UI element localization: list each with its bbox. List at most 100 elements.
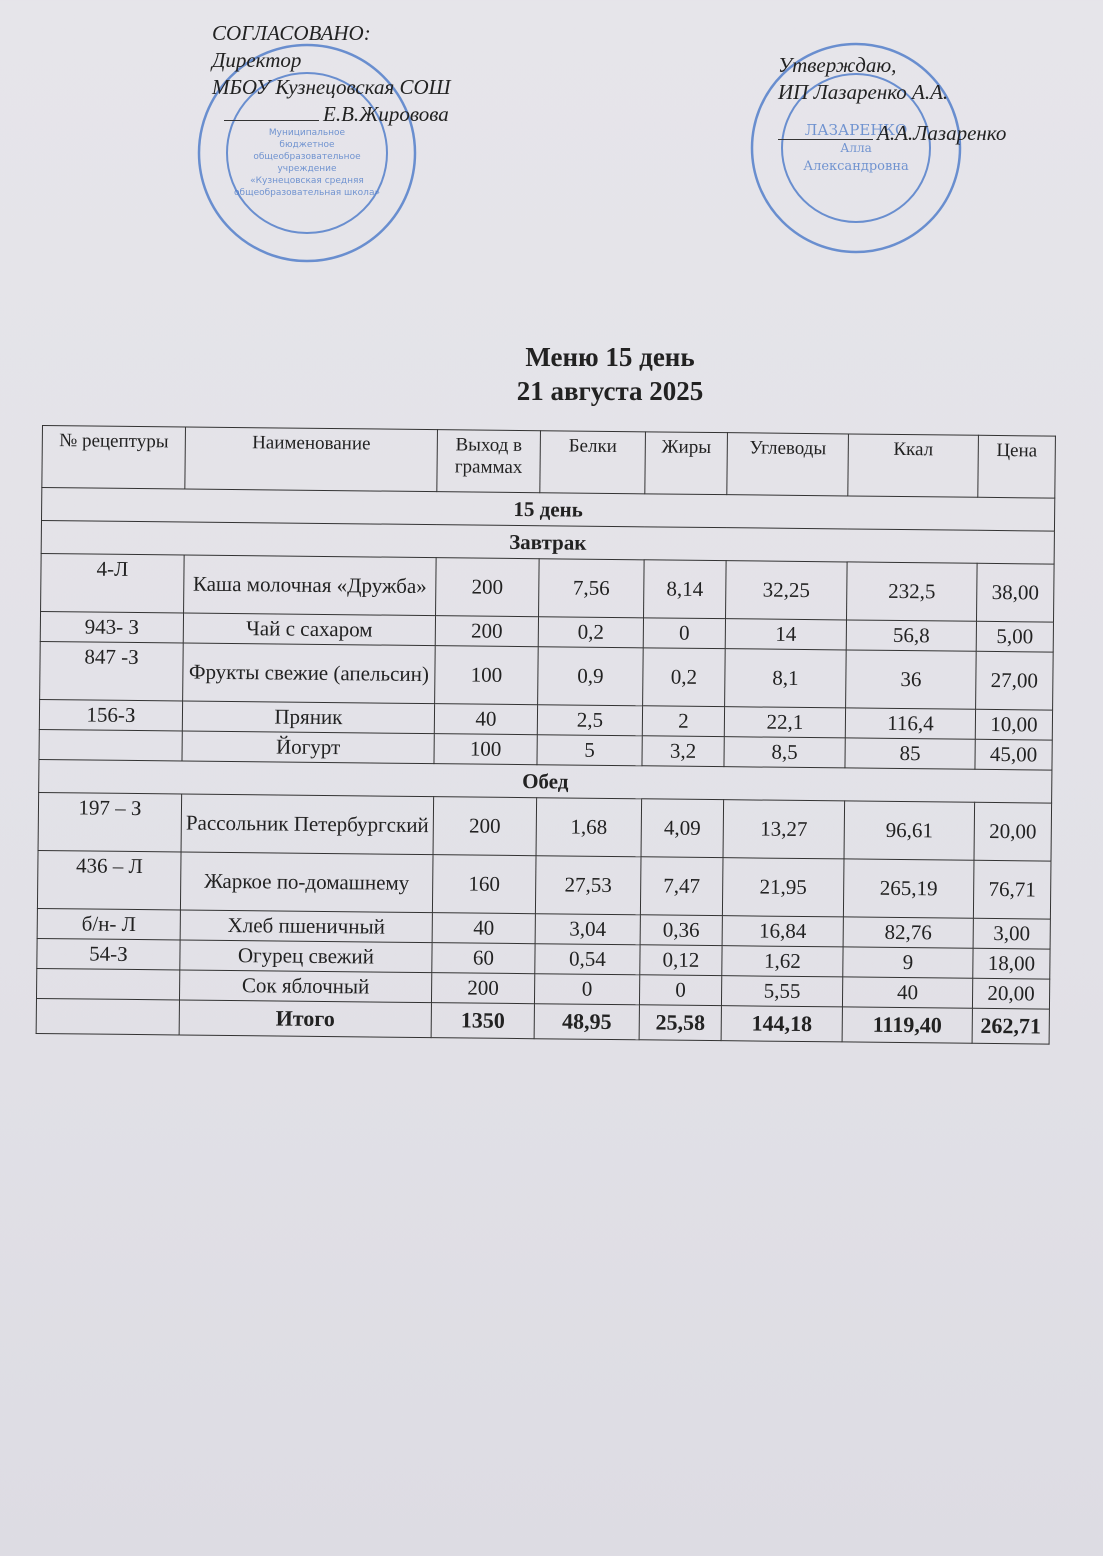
price: 3,00	[973, 918, 1051, 950]
svg-text:ЛАЗАРЕНКО: ЛАЗАРЕНКО	[805, 121, 908, 139]
total-cell: 262,71	[972, 1008, 1050, 1045]
fats: 8,14	[643, 559, 727, 619]
column-header: Выход в граммах	[436, 429, 541, 493]
dish-name: Пряник	[182, 700, 435, 734]
dish-name: Рассольник Петербургский	[181, 793, 434, 855]
agreed-label: СОГЛАСОВАНО:	[212, 21, 371, 45]
svg-text:«Кузнецовская средняя: «Кузнецовская средняя	[250, 176, 364, 186]
proteins: 5	[536, 734, 643, 766]
fats: 0,36	[640, 914, 723, 946]
fats: 0,2	[642, 647, 726, 707]
menu-title: Меню 15 день 21 августа 2025	[0, 340, 1103, 408]
weight: 200	[431, 972, 535, 1004]
carbs: 5,55	[721, 975, 843, 1007]
proteins: 0,9	[537, 646, 644, 706]
signature-line	[224, 120, 319, 121]
carbs: 14	[725, 618, 847, 650]
svg-text:бюджетное: бюджетное	[279, 140, 335, 150]
column-header: Наименование	[184, 427, 438, 492]
kcal: 56,8	[846, 619, 977, 652]
price: 27,00	[975, 651, 1054, 711]
weight: 160	[432, 854, 537, 914]
fats: 2	[642, 705, 725, 737]
recipe-number: 4-Л	[40, 553, 185, 613]
price: 38,00	[976, 563, 1055, 623]
fats: 0	[639, 974, 722, 1006]
column-header: Углеводы	[726, 432, 849, 496]
school-seal-stamp: Муниципальное бюджетное общеобразовательно…	[197, 43, 417, 263]
proteins: 0,2	[538, 616, 644, 648]
price: 76,71	[973, 860, 1051, 920]
weight: 40	[434, 703, 538, 735]
price: 18,00	[972, 948, 1051, 980]
approval-block-right: Утверждаю, ИП Лазаренко А.А. А.А.Лазарен…	[778, 52, 1006, 147]
kcal: 82,76	[843, 916, 974, 949]
carbs: 22,1	[724, 706, 846, 738]
dish-name: Сок яблочный	[179, 969, 432, 1003]
total-cell	[36, 998, 180, 1035]
weight: 100	[434, 645, 539, 705]
recipe-number	[36, 968, 180, 1000]
svg-text:Александровна: Александровна	[803, 159, 909, 174]
recipe-number: 943- З	[40, 611, 184, 643]
table-row: 436 – Л Жаркое по-домашнему 160 27,53 7,47 21…	[37, 850, 1051, 920]
total-cell: 1350	[431, 1002, 535, 1039]
recipe-number: 197 – З	[38, 792, 182, 852]
kcal: 9	[842, 946, 974, 979]
weight: 200	[435, 615, 539, 647]
carbs: 13,27	[723, 799, 845, 859]
recipe-number: 156-З	[39, 699, 183, 731]
menu-table: № рецептуры Наименование Выход в граммах Бе…	[36, 425, 1056, 1045]
recipe-number: 54-З	[36, 938, 181, 970]
carbs: 8,5	[723, 736, 846, 768]
svg-text:Муниципальное: Муниципальное	[269, 128, 346, 138]
total-cell: 144,18	[721, 1005, 843, 1042]
signature-line	[778, 139, 873, 140]
school-name: МБОУ Кузнецовская СОШ	[212, 75, 451, 99]
entrepreneur-seal-stamp: ЛАЗАРЕНКО Алла Александровна	[750, 42, 962, 254]
total-cell: 1119,40	[842, 1006, 973, 1044]
column-header: Жиры	[644, 431, 728, 495]
kcal: 96,61	[844, 800, 975, 861]
price: 10,00	[975, 709, 1053, 741]
price: 20,00	[972, 978, 1050, 1010]
table-row: 4-Л Каша молочная «Дружба» 200 7,56 8,14 32,2…	[40, 553, 1055, 623]
carbs: 16,84	[722, 915, 844, 947]
price: 45,00	[974, 739, 1053, 771]
svg-text:учреждение: учреждение	[277, 164, 336, 174]
dish-name: Огурец свежий	[179, 939, 433, 973]
proteins: 27,53	[535, 855, 642, 915]
proteins: 7,56	[538, 558, 645, 618]
proteins: 3,04	[535, 913, 641, 945]
proteins: 1,68	[536, 797, 642, 857]
weight: 100	[433, 733, 538, 765]
dish-name: Каша молочная «Дружба»	[183, 554, 437, 616]
carbs: 32,25	[725, 560, 848, 620]
total-cell: Итого	[179, 999, 432, 1038]
recipe-number: 847 -З	[39, 641, 184, 701]
price: 5,00	[976, 621, 1054, 653]
carbs: 8,1	[724, 648, 847, 708]
carbs: 1,62	[721, 945, 844, 977]
dish-name: Йогурт	[181, 730, 435, 764]
kcal: 232,5	[846, 561, 978, 622]
fats: 4,09	[641, 798, 724, 858]
price: 20,00	[973, 802, 1052, 862]
table-row: 197 – З Рассольник Петербургский 200 1,68 4,…	[38, 792, 1052, 862]
fats: 0	[643, 617, 726, 649]
total-cell: 48,95	[534, 1003, 640, 1040]
weight: 200	[435, 557, 540, 617]
entrepreneur-label: ИП Лазаренко А.А.	[778, 80, 949, 104]
table-row: 847 -З Фрукты свежие (апельсин) 100 0,9 0,2 8…	[39, 641, 1054, 711]
dish-name: Фрукты свежие (апельсин)	[182, 642, 436, 704]
proteins: 2,5	[537, 704, 643, 736]
dish-name: Жаркое по-домашнему	[180, 851, 434, 913]
column-header: Ккал	[847, 433, 979, 498]
director-label: Директор	[212, 48, 302, 72]
total-cell: 25,58	[639, 1004, 722, 1041]
kcal: 36	[845, 649, 977, 710]
column-header: № рецептуры	[41, 425, 186, 489]
fats: 7,47	[640, 856, 724, 916]
svg-text:общеобразовательная школа»: общеобразовательная школа»	[234, 188, 380, 198]
column-header: Цена	[977, 435, 1056, 499]
